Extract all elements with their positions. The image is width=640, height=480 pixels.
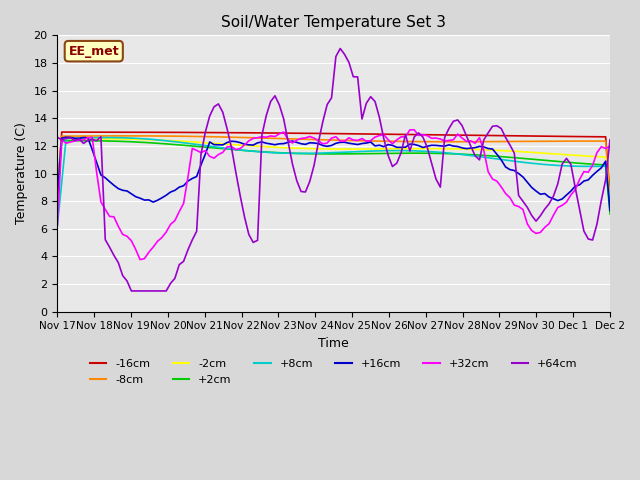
-8cm [284, 136, 292, 142]
+32cm [536, 229, 544, 235]
-2cm [193, 139, 200, 145]
Legend: -16cm, -8cm, -2cm, +2cm, +8cm, +16cm, +32cm, +64cm: -16cm, -8cm, -2cm, +2cm, +8cm, +16cm, +3… [85, 355, 582, 389]
X-axis label: Time: Time [318, 337, 349, 350]
+64cm [337, 46, 344, 51]
Line: +16cm: +16cm [58, 137, 610, 211]
Line: +2cm: +2cm [58, 141, 610, 214]
-8cm [606, 195, 614, 201]
+2cm [262, 149, 270, 155]
+2cm [606, 211, 614, 217]
-2cm [584, 153, 592, 159]
+8cm [345, 149, 353, 155]
-16cm [345, 131, 353, 137]
-2cm [88, 136, 96, 142]
Line: +8cm: +8cm [58, 138, 610, 225]
+8cm [262, 149, 270, 155]
-8cm [532, 138, 540, 144]
+16cm [62, 134, 70, 140]
+64cm [589, 237, 596, 243]
+16cm [284, 140, 292, 145]
-16cm [532, 133, 540, 139]
+8cm [532, 161, 540, 167]
-16cm [58, 129, 65, 135]
-16cm [262, 130, 270, 136]
+64cm [349, 74, 357, 80]
+16cm [262, 140, 270, 146]
+64cm [262, 113, 270, 119]
+16cm [345, 140, 353, 146]
+16cm [54, 193, 61, 199]
-8cm [262, 135, 270, 141]
+64cm [536, 213, 544, 218]
-2cm [54, 193, 61, 199]
+2cm [584, 161, 592, 167]
-16cm [584, 134, 592, 140]
-2cm [284, 145, 292, 151]
+64cm [193, 228, 200, 234]
+8cm [584, 164, 592, 169]
+2cm [345, 151, 353, 157]
+32cm [54, 222, 61, 228]
Line: +64cm: +64cm [58, 48, 610, 291]
Line: -16cm: -16cm [58, 132, 610, 195]
-2cm [532, 150, 540, 156]
+8cm [54, 222, 61, 228]
-8cm [584, 138, 592, 144]
+32cm [589, 163, 596, 168]
-8cm [123, 133, 131, 139]
-2cm [262, 144, 270, 150]
+64cm [284, 138, 292, 144]
Line: +32cm: +32cm [58, 130, 610, 260]
+2cm [532, 156, 540, 162]
+64cm [606, 137, 614, 143]
+2cm [193, 144, 200, 149]
+8cm [193, 142, 200, 147]
-2cm [606, 206, 614, 212]
+8cm [284, 150, 292, 156]
+32cm [284, 137, 292, 143]
+16cm [532, 188, 540, 194]
+16cm [193, 174, 200, 180]
+16cm [606, 208, 614, 214]
-8cm [345, 138, 353, 144]
+32cm [136, 257, 144, 263]
+32cm [345, 135, 353, 141]
+8cm [106, 135, 113, 141]
+32cm [606, 143, 614, 149]
Line: -8cm: -8cm [58, 136, 610, 198]
+2cm [79, 138, 87, 144]
+64cm [127, 288, 135, 294]
-16cm [284, 130, 292, 136]
-8cm [193, 133, 200, 139]
Y-axis label: Temperature (C): Temperature (C) [15, 122, 28, 225]
-2cm [345, 146, 353, 152]
+2cm [284, 150, 292, 156]
Text: EE_met: EE_met [68, 45, 119, 58]
+8cm [606, 200, 614, 205]
+32cm [410, 127, 418, 132]
-16cm [54, 189, 61, 195]
Line: -2cm: -2cm [58, 139, 610, 209]
-8cm [54, 192, 61, 198]
+2cm [54, 195, 61, 201]
+32cm [262, 134, 270, 140]
-16cm [193, 130, 200, 135]
+64cm [54, 134, 61, 140]
Title: Soil/Water Temperature Set 3: Soil/Water Temperature Set 3 [221, 15, 446, 30]
+32cm [193, 147, 200, 153]
+16cm [584, 177, 592, 183]
-16cm [606, 192, 614, 198]
